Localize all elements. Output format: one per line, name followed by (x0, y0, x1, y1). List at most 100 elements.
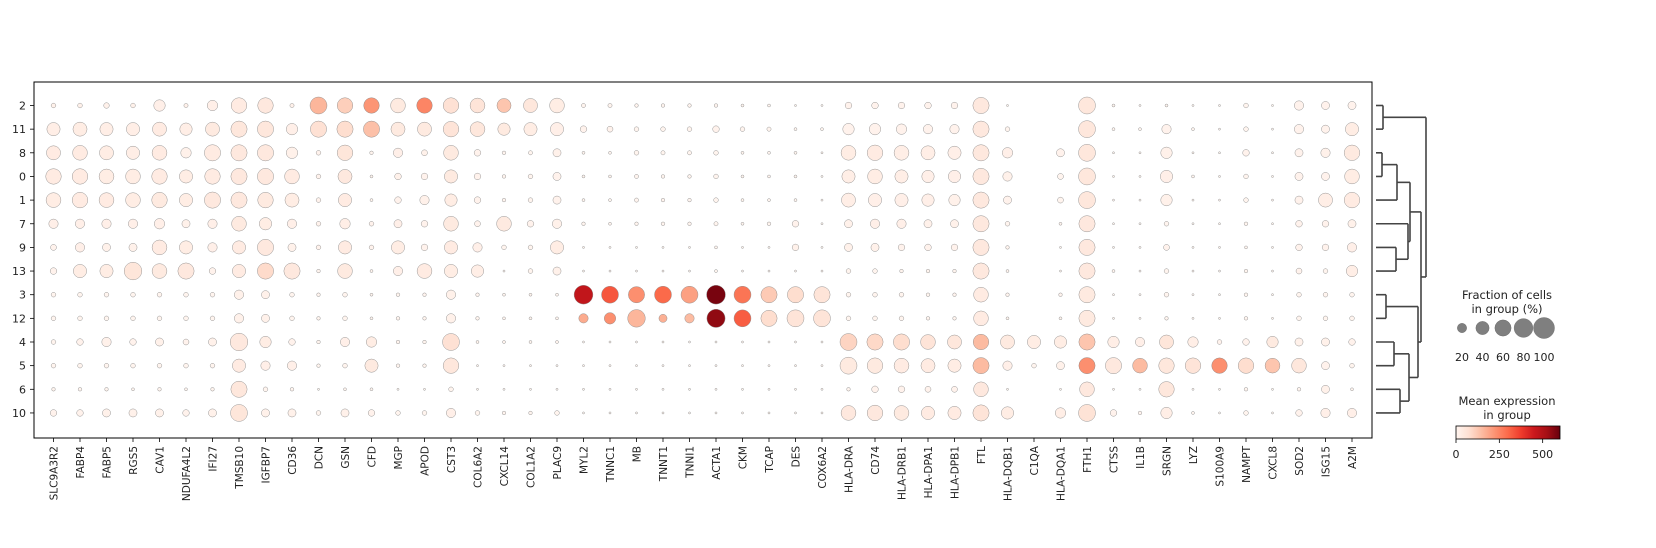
dot (1112, 388, 1115, 391)
dot (820, 222, 824, 226)
dot (1111, 103, 1116, 108)
dot (446, 408, 456, 418)
dot (444, 169, 458, 184)
dot (1027, 335, 1041, 349)
dot (337, 263, 353, 279)
dot (71, 168, 89, 185)
x-tick-label: SLC9A3R2 (49, 446, 61, 500)
dot (950, 243, 959, 251)
dot (337, 169, 353, 184)
x-tick-label: HLA-DRA (844, 445, 856, 493)
dot (1218, 269, 1221, 273)
dot (582, 388, 585, 391)
dot (1056, 148, 1065, 158)
dot (130, 292, 136, 298)
x-tick-label: FTL (976, 446, 988, 464)
dot (947, 358, 962, 373)
dot (1161, 124, 1172, 135)
dot (209, 315, 216, 321)
dot (791, 220, 800, 228)
dot (1321, 172, 1330, 181)
dot (50, 102, 57, 109)
dot (523, 122, 538, 137)
dot (634, 103, 639, 108)
dot (473, 172, 482, 180)
dot (476, 388, 479, 391)
dot (1006, 388, 1009, 391)
dot (1112, 317, 1115, 320)
dot (340, 408, 350, 418)
dot (422, 363, 427, 368)
dot (1322, 268, 1329, 274)
dot (760, 286, 778, 304)
dot (1160, 194, 1173, 207)
dot (469, 97, 486, 114)
dot (204, 168, 221, 185)
dot (581, 198, 586, 202)
dot (1218, 246, 1221, 249)
dot (1000, 334, 1015, 350)
dot (923, 124, 933, 135)
dot (549, 97, 565, 114)
dot (1216, 339, 1223, 345)
x-tick-label: SOD2 (1294, 446, 1306, 476)
x-tick-label: SRGN (1162, 446, 1174, 476)
dot (894, 193, 909, 207)
dot (713, 221, 719, 227)
dot (205, 121, 220, 137)
dot (866, 144, 884, 161)
dot (1348, 338, 1356, 346)
dot (363, 120, 380, 138)
dot (714, 411, 718, 415)
dot (1138, 151, 1142, 155)
dot (1187, 336, 1199, 348)
dot (443, 145, 459, 161)
dot (289, 292, 295, 298)
dot (45, 192, 62, 208)
dot (1271, 175, 1274, 178)
dot (128, 218, 138, 229)
dot (820, 388, 824, 391)
dot (336, 97, 354, 114)
x-tick-label: FABP4 (75, 446, 87, 479)
x-tick-label: C1QA (1029, 445, 1041, 475)
dot (1184, 357, 1202, 374)
dot (262, 386, 269, 392)
dot (421, 410, 428, 416)
dot (257, 239, 274, 256)
dot (471, 264, 484, 278)
dot (1271, 246, 1274, 249)
dot (1295, 220, 1303, 228)
dot (608, 340, 612, 344)
dot (472, 242, 483, 253)
dot (820, 104, 824, 107)
dot (740, 103, 745, 108)
x-tick-label: MGP (393, 446, 405, 470)
dot (182, 338, 190, 346)
dot (1191, 269, 1195, 273)
dot (739, 126, 746, 132)
dot (396, 388, 400, 391)
dot (687, 198, 692, 203)
dot (1243, 102, 1249, 109)
dot (1006, 104, 1009, 107)
size-legend-label: 80 (1517, 351, 1531, 364)
dot (126, 122, 140, 137)
dot (767, 411, 771, 415)
dot (845, 292, 852, 298)
dot (261, 314, 270, 323)
y-tick-label: 9 (19, 241, 26, 254)
dot (368, 221, 375, 227)
dot (1242, 149, 1250, 157)
dot (1191, 293, 1195, 296)
dot (972, 144, 990, 162)
dot (660, 103, 666, 108)
dot (528, 410, 533, 415)
dot (442, 333, 460, 351)
dot (658, 314, 668, 323)
dot (442, 97, 460, 114)
dot (529, 388, 532, 391)
dot (1111, 127, 1116, 131)
dot (315, 197, 322, 203)
dot (896, 123, 907, 135)
